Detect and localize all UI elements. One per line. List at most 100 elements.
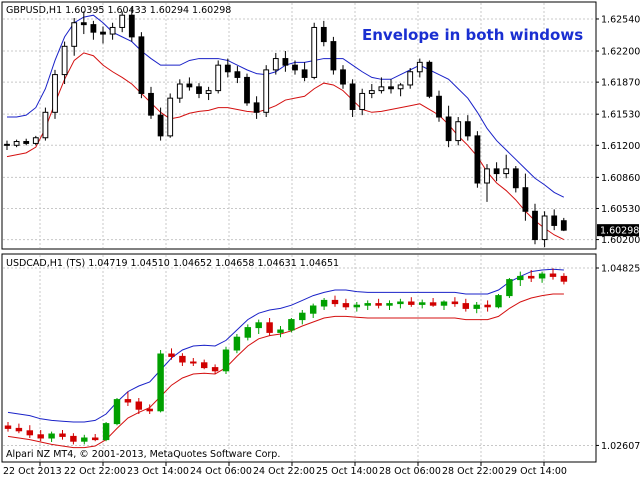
candle-body [135,401,143,410]
candle-body [364,303,371,306]
candle-body [301,69,308,78]
time-tick-label: 24 Oct 22:00 [253,466,315,477]
candle-body [205,90,212,94]
candle-body [186,83,193,88]
candle-body [196,86,202,94]
current-price-badge: 1.60298 [597,224,639,237]
candle-body [560,275,568,282]
candle-body [493,168,500,175]
candle-body [311,26,318,78]
candle-body [128,14,135,38]
candle-body [474,135,481,184]
candle-body [426,61,433,97]
candle-body [157,114,164,137]
candle-body [255,322,262,329]
candle-body [560,220,567,231]
candle-body [506,279,513,297]
candle-body [397,84,404,90]
candle-body [157,353,164,412]
candle-body [340,69,346,85]
candle-body [23,141,30,144]
main-pane-grid [3,3,595,248]
indicator-lower-band [7,293,564,449]
candle-body [464,121,471,137]
candle-body [416,61,423,73]
time-tick-label: 28 Oct 06:00 [379,466,441,477]
copyright-note: Alpari NZ MT4, © 2001-2013, MetaQuotes S… [6,449,280,460]
candle-body [167,97,174,137]
candle-body [224,64,231,73]
price-tick-label: 1.02607 [601,441,640,452]
price-tick-label: 1.61530 [601,110,640,121]
candle-body [538,273,546,279]
indicator-upper-band [7,268,564,423]
candle-body [282,58,289,66]
candle-body [59,433,66,437]
candle-body [440,301,448,306]
candle-body [309,305,317,314]
candle-body [80,22,87,26]
candle-body [429,302,437,306]
candle-body [527,275,535,279]
time-tick-label: 25 Oct 14:00 [316,466,378,477]
candle-body [48,433,55,439]
candle-body [436,95,442,118]
time-tick-label: 22 Oct 22:00 [64,466,126,477]
candle-body [119,14,126,28]
candle-body [532,210,538,241]
candle-body [349,83,356,110]
candle-body [455,121,462,142]
price-tick-label: 1.62540 [601,14,640,25]
price-tick-label: 1.60530 [601,204,640,215]
candle-body [484,168,490,184]
price-tick-label: 1.62200 [601,47,640,58]
main-pane-frame [1,1,597,250]
candle-body [200,362,208,369]
price-tick-label: 1.61200 [601,141,640,152]
indicator-pane-header: USDCAD,H1 (TS) 1.04719 1.04510 1.04652 1… [6,258,339,269]
candle-body [179,355,186,363]
candle-body [91,437,99,441]
candle-body [368,90,375,94]
time-tick-label: 23 Oct 14:00 [127,466,189,477]
candle-body [386,303,393,306]
candle-body [277,329,284,333]
candle-body [418,302,426,305]
time-tick-label: 29 Oct 14:00 [505,466,567,477]
candle-body [288,319,295,331]
candle-body [375,303,382,306]
candle-body [113,399,121,425]
candle-body [320,26,327,43]
main-pane-candles [4,7,567,248]
candle-body [71,22,78,47]
candle-body [359,92,366,110]
candle-body [13,141,20,146]
candle-body [451,301,459,305]
candle-body [32,137,39,144]
time-tick-label: 28 Oct 22:00 [442,466,504,477]
candle-body [445,116,452,142]
price-tick-label: 1.60200 [601,235,640,246]
candle-body [299,312,306,321]
headline-annotation: Envelope in both windows [362,26,583,44]
candle-body [211,367,219,372]
candle-body [378,86,385,92]
indicator-pane-frame [1,253,597,463]
candle-body [551,215,558,226]
candle-body [42,111,49,139]
candle-body [37,434,44,439]
candle-body [215,64,222,92]
candle-body [512,168,519,189]
candle-body [244,76,250,104]
candle-body [90,24,97,33]
candle-body [100,31,106,35]
candle-body [342,303,350,308]
candle-body [26,430,34,436]
indicator-pane-grid [3,255,595,461]
candle-body [549,273,557,277]
main-lower-band [6,52,565,241]
candle-body [109,26,116,35]
candle-body [522,187,529,212]
candle-body [148,92,154,116]
